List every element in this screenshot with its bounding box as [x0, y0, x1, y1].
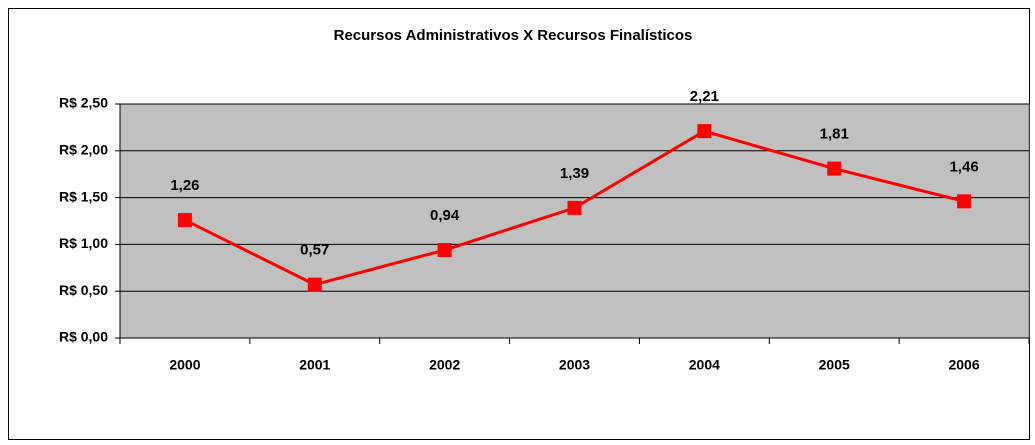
data-label: 1,39 [560, 165, 589, 182]
x-tick-label: 2002 [429, 357, 460, 373]
marker [307, 277, 322, 292]
y-tick-label: R$ 1,50 [59, 188, 108, 204]
chart-title: Recursos Administrativos X Recursos Fina… [334, 27, 693, 44]
x-tick-label: 2006 [948, 357, 979, 373]
data-label: 0,57 [300, 242, 329, 259]
marker [567, 200, 582, 215]
data-label: 2,21 [690, 88, 719, 105]
x-tick-label: 2005 [819, 357, 850, 373]
plot-area [119, 103, 1030, 339]
marker [827, 161, 842, 176]
y-tick-label: R$ 0,50 [59, 282, 108, 298]
y-tick-label: R$ 2,00 [59, 142, 108, 158]
data-label: 1,81 [820, 126, 849, 143]
x-tick-label: 2000 [169, 357, 200, 373]
marker [177, 213, 192, 228]
data-label: 1,26 [170, 177, 199, 194]
y-tick-label: R$ 1,00 [59, 235, 108, 251]
data-label: 0,94 [430, 207, 460, 224]
marker [697, 124, 712, 139]
x-tick-label: 2003 [559, 357, 590, 373]
data-label: 1,46 [949, 158, 978, 175]
x-tick-label: 2004 [689, 357, 720, 373]
x-tick-label: 2001 [299, 357, 330, 373]
y-tick-label: R$ 0,00 [59, 329, 108, 345]
marker [957, 194, 972, 209]
marker [437, 243, 452, 258]
y-tick-label: R$ 2,50 [59, 95, 108, 111]
